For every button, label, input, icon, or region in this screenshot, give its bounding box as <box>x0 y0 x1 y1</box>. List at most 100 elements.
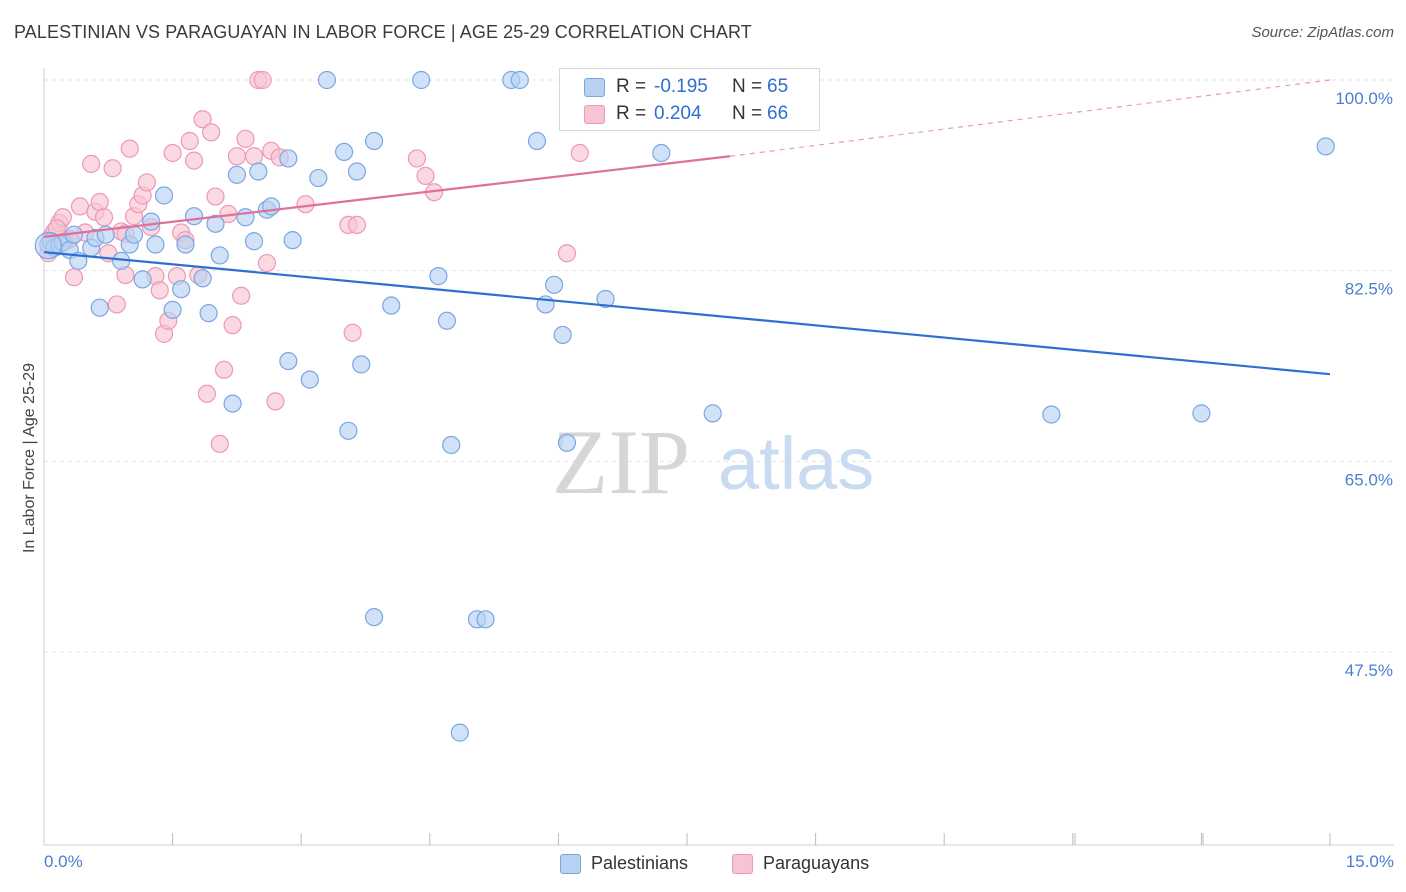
paraguayans-point <box>64 268 84 287</box>
paraguayans-point <box>296 195 315 214</box>
legend-label: Paraguayans <box>763 853 870 873</box>
paraguayans-trend-line <box>43 155 730 238</box>
paraguayans-point <box>232 286 251 305</box>
paraguayans-point <box>184 151 204 170</box>
palestinians-point <box>172 280 191 299</box>
palestinians-point <box>244 232 264 251</box>
palestinians-point <box>279 149 298 168</box>
palestinians-point <box>510 70 529 90</box>
paraguayans-point <box>107 295 126 314</box>
y-tick-label: 65.0% <box>1345 470 1393 489</box>
paraguayans-point <box>214 360 234 379</box>
paraguayans-point <box>137 173 156 192</box>
palestinians-point <box>154 186 174 205</box>
palestinians-point <box>1316 137 1335 156</box>
paraguayans-points <box>39 70 649 454</box>
palestinians-point <box>450 723 469 742</box>
r-label: R = <box>616 76 647 97</box>
y-axis-label: In Labor Force | Age 25-29 <box>21 363 38 553</box>
paraguayans-point <box>223 316 242 335</box>
palestinians-point <box>283 231 302 250</box>
paraguayans-point <box>416 166 435 185</box>
palestinians-point <box>206 214 225 233</box>
palestinians-point <box>412 70 431 90</box>
r-label: R = <box>616 103 647 124</box>
trend-lines <box>43 79 1331 376</box>
palestinians-point <box>249 162 268 181</box>
palestinians-point <box>223 394 242 413</box>
watermark-zip: ZIP <box>552 411 690 513</box>
y-tick-label: 100.0% <box>1335 89 1393 108</box>
palestinians-point <box>596 289 615 309</box>
paraguayans-point <box>347 215 367 235</box>
paraguayans-point <box>244 147 264 166</box>
paraguayans-point <box>206 187 225 206</box>
paraguayans-swatch <box>732 854 753 874</box>
r-value: -0.195 <box>654 76 708 97</box>
paraguayans-point <box>407 149 427 168</box>
palestinians-point <box>193 269 212 288</box>
paraguayans-swatch <box>584 105 605 124</box>
x-max-label: 15.0% <box>1345 852 1394 871</box>
palestinians-point <box>527 131 547 151</box>
palestinians-point <box>199 304 218 323</box>
paraguayans-point <box>257 253 277 273</box>
paraguayans-point <box>150 281 169 300</box>
palestinians-point <box>1042 405 1061 424</box>
paraguayans-point <box>253 70 272 90</box>
palestinians-swatch <box>560 854 581 874</box>
gridlines <box>44 79 1394 653</box>
palestinians-point <box>124 225 144 244</box>
palestinians-point <box>364 608 384 627</box>
palestinians-point <box>1192 404 1211 423</box>
palestinians-point <box>545 275 564 294</box>
paraguayans-point <box>193 110 212 129</box>
palestinians-point <box>364 131 384 151</box>
palestinians-point <box>334 142 354 162</box>
series-legend: Palestinians Paraguayans <box>0 852 1406 876</box>
y-tick-label: 82.5% <box>1345 280 1393 299</box>
palestinians-point <box>279 351 298 371</box>
n-label: N = <box>732 103 763 124</box>
paraguayans-point <box>197 384 216 403</box>
legend-row-palestinians: R = -0.195 N = 65 <box>560 73 819 101</box>
palestinians-point <box>442 435 461 455</box>
palestinians-point <box>90 298 109 317</box>
paraguayans-point <box>82 154 101 173</box>
paraguayans-point <box>343 323 362 342</box>
paraguayans-point <box>210 434 229 454</box>
palestinians-point <box>429 267 448 286</box>
paraguayans-point <box>90 192 109 212</box>
source-label: Source: ZipAtlas.com <box>1251 24 1394 41</box>
palestinians-point <box>382 296 401 315</box>
palestinians-point <box>227 165 246 184</box>
chart-title: PALESTINIAN VS PARAGUAYAN IN LABOR FORCE… <box>14 22 752 42</box>
paraguayans-point <box>163 143 182 163</box>
palestinians-point <box>133 270 152 289</box>
x-min-label: 0.0% <box>44 852 83 871</box>
palestinians-point <box>557 433 577 452</box>
y-tick-labels: 100.0% 82.5% 65.0% 47.5% <box>1335 89 1393 680</box>
palestinians-points <box>34 70 1335 742</box>
palestinians-point <box>146 235 165 254</box>
r-value: 0.204 <box>654 103 702 124</box>
stats-legend: R = -0.195 N = 65 R = 0.204 N = 66 <box>559 68 820 131</box>
paraguayans-point <box>227 147 246 166</box>
palestinians-point <box>339 421 358 440</box>
legend-label: Palestinians <box>591 853 689 873</box>
palestinians-point <box>476 610 495 629</box>
watermark-atlas: atlas <box>718 422 874 505</box>
palestinians-point <box>553 325 572 345</box>
palestinians-point <box>352 355 371 374</box>
paraguayans-point <box>570 143 589 163</box>
palestinians-point <box>309 168 328 188</box>
n-value: 66 <box>767 103 789 124</box>
paraguayans-point <box>266 392 285 411</box>
palestinians-point <box>347 162 367 181</box>
paraguayans-point <box>94 208 114 227</box>
palestinians-trend-line <box>43 251 1331 376</box>
palestinians-point <box>236 208 255 227</box>
paraguayans-point <box>180 131 199 151</box>
axes <box>43 68 1394 846</box>
